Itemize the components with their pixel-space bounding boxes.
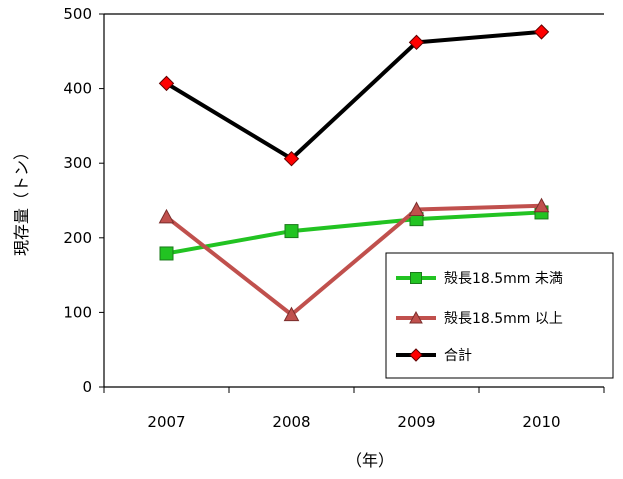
axes — [99, 13, 605, 393]
series-marker — [533, 24, 550, 40]
y-tick-label: 100 — [63, 303, 92, 321]
x-tick-label: 2009 — [397, 413, 435, 431]
series-marker — [408, 34, 425, 51]
y-tick-label: 500 — [63, 5, 92, 23]
legend-entry: 合計 — [396, 348, 472, 364]
series-marker — [158, 208, 175, 224]
y-tick-labels: 0 100 200 300 400 500 — [63, 5, 92, 396]
series-marker — [408, 201, 425, 216]
series-marker — [284, 224, 299, 239]
y-tick-label: 0 — [82, 378, 92, 396]
y-tick-label: 200 — [63, 229, 92, 247]
y-tick-label: 400 — [63, 80, 92, 98]
x-tick-labels: 2007 2008 2009 2010 — [147, 413, 560, 431]
legend-entry: 殻長18.5mm 未満 — [396, 271, 563, 287]
x-tick-label: 2007 — [147, 413, 185, 431]
series-line — [165, 29, 542, 161]
x-tick-label: 2008 — [272, 413, 310, 431]
series-marker — [533, 197, 550, 213]
legend-label: 殻長18.5mm 以上 — [444, 311, 563, 327]
series-marker — [283, 306, 300, 322]
series-marker — [409, 348, 423, 362]
series-marker — [409, 310, 423, 324]
series-marker — [159, 246, 174, 261]
y-axis-title: 現存量（トン） — [12, 144, 31, 256]
series-layer — [158, 24, 550, 322]
series-2 — [158, 197, 550, 322]
series-line — [166, 210, 542, 256]
series-1 — [159, 205, 549, 261]
x-tick-label: 2010 — [522, 413, 560, 431]
legend-label: 合計 — [444, 348, 472, 364]
series-marker — [283, 151, 300, 167]
series-marker — [410, 272, 422, 284]
series-line — [165, 203, 542, 317]
y-tick-label: 300 — [63, 154, 92, 172]
series-3 — [158, 24, 550, 167]
legend-entry: 殻長18.5mm 以上 — [396, 310, 563, 327]
legend-label: 殻長18.5mm 未満 — [444, 271, 563, 287]
legend-box — [385, 252, 614, 379]
series-marker — [158, 75, 175, 92]
x-axis-title: （年） — [346, 451, 394, 470]
